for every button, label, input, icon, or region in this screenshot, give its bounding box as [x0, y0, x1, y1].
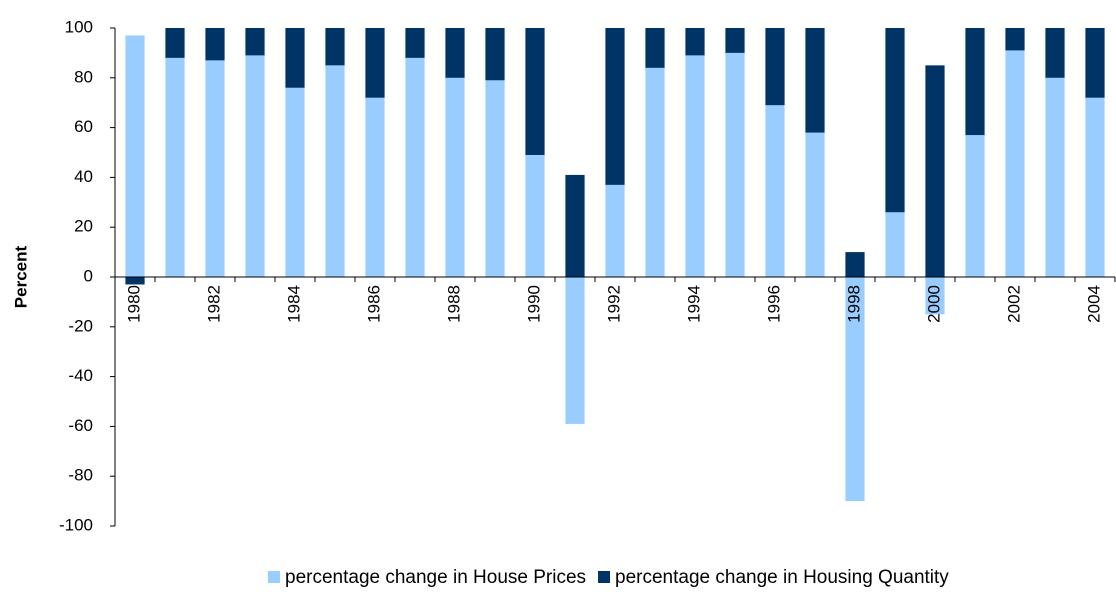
x-tick-label: 1990	[524, 285, 543, 323]
x-tick-label: 1996	[764, 285, 783, 323]
y-tick-label: -80	[68, 466, 93, 485]
bar	[765, 28, 785, 106]
bar	[405, 28, 425, 58]
bar	[925, 277, 945, 315]
bar	[645, 67, 665, 277]
bar	[485, 80, 505, 277]
legend-swatch	[598, 571, 611, 583]
x-tick-label: 2000	[924, 285, 943, 323]
bar	[725, 28, 745, 53]
bar	[725, 52, 745, 278]
bar	[845, 252, 865, 277]
bar	[1045, 77, 1065, 277]
bar	[165, 28, 185, 58]
bar	[565, 277, 585, 424]
legend-swatch	[268, 571, 280, 583]
bar	[525, 28, 545, 155]
y-axis-label: Percent	[11, 245, 30, 308]
bar	[325, 65, 345, 277]
bar	[245, 28, 265, 56]
x-tick-label: 1994	[684, 285, 703, 323]
legend-label: percentage change in Housing Quantity	[615, 567, 949, 588]
bar	[965, 28, 985, 136]
y-tick-label: 40	[74, 167, 93, 186]
y-tick-label: 0	[84, 266, 93, 285]
x-tick-label: 1984	[284, 285, 303, 323]
bar	[325, 28, 345, 66]
bar	[125, 35, 145, 277]
bar	[605, 184, 625, 277]
legend-label: percentage change in House Prices	[285, 567, 586, 588]
bar	[605, 28, 625, 185]
bar	[1005, 50, 1025, 277]
bar	[445, 77, 465, 277]
y-tick-label: 20	[74, 217, 93, 236]
y-tick-label: -60	[68, 416, 93, 435]
bar	[165, 57, 185, 277]
bar	[845, 277, 865, 502]
x-tick-label: 1998	[844, 285, 863, 323]
bar	[365, 28, 385, 98]
bar	[965, 135, 985, 277]
bar	[525, 154, 545, 277]
x-tick-label: 1992	[604, 285, 623, 323]
bar	[1085, 28, 1105, 98]
bar	[805, 28, 825, 133]
bar	[645, 28, 665, 68]
bar	[885, 212, 905, 277]
bar	[365, 97, 385, 277]
bar	[1085, 97, 1105, 277]
bar	[205, 28, 225, 61]
bar	[765, 105, 785, 277]
y-tick-label: 80	[74, 67, 93, 86]
x-tick-label: 1988	[444, 285, 463, 323]
bar	[405, 57, 425, 277]
bar	[445, 28, 465, 78]
x-tick-label: 1986	[364, 285, 383, 323]
x-tick-label: 1980	[124, 285, 143, 323]
bar	[805, 132, 825, 277]
bar	[925, 65, 945, 277]
y-tick-label: -20	[68, 316, 93, 335]
x-tick-label: 2002	[1004, 285, 1023, 323]
bar	[485, 28, 505, 81]
bar	[125, 277, 145, 285]
x-tick-label: 1982	[204, 285, 223, 323]
bar	[685, 28, 705, 56]
bar	[245, 55, 265, 277]
bar	[1005, 28, 1025, 51]
x-tick-label: 2004	[1084, 285, 1103, 323]
y-tick-label: -100	[59, 515, 93, 534]
bar	[1045, 28, 1065, 78]
bar	[685, 55, 705, 277]
y-tick-label: -40	[68, 366, 93, 385]
y-tick-label: 100	[65, 17, 93, 36]
bar	[565, 174, 585, 277]
bar	[285, 87, 305, 277]
bar	[205, 60, 225, 278]
bar	[285, 28, 305, 88]
y-tick-label: 60	[74, 117, 93, 136]
bar	[885, 28, 905, 213]
